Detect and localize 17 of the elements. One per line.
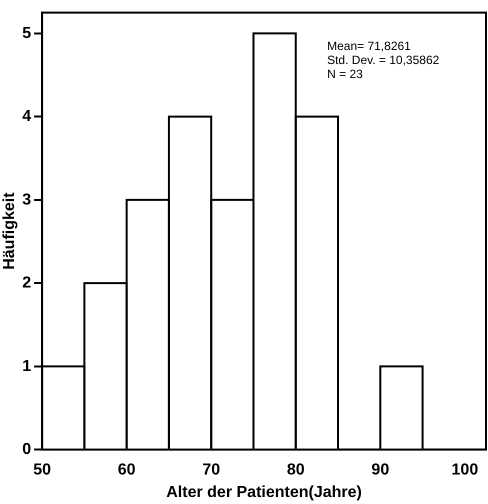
y-tick-label: 5 [22, 24, 32, 42]
annotation: N = 23 [327, 66, 364, 81]
x-axis-title: Alter der Patienten(Jahre) [166, 484, 362, 501]
y-tick-label: 4 [22, 108, 32, 126]
x-tick-label: 80 [286, 462, 305, 479]
x-tick-label: 60 [118, 462, 136, 479]
annotation: Std. Dev. = 10,35862 [327, 52, 440, 67]
x-tick-label: 100 [452, 462, 478, 479]
y-tick-label: 3 [22, 191, 32, 208]
y-tick-label: 0 [22, 441, 32, 458]
annotation: Mean= 71,8261 [327, 38, 412, 53]
x-tick-label: 50 [33, 462, 52, 479]
x-tick-label: 90 [371, 462, 390, 479]
y-tick-label: 2 [22, 274, 32, 292]
y-tick-label: 1 [22, 358, 32, 375]
y-axis-title: Häufigkeit [1, 192, 18, 270]
x-tick-label: 70 [202, 462, 220, 479]
